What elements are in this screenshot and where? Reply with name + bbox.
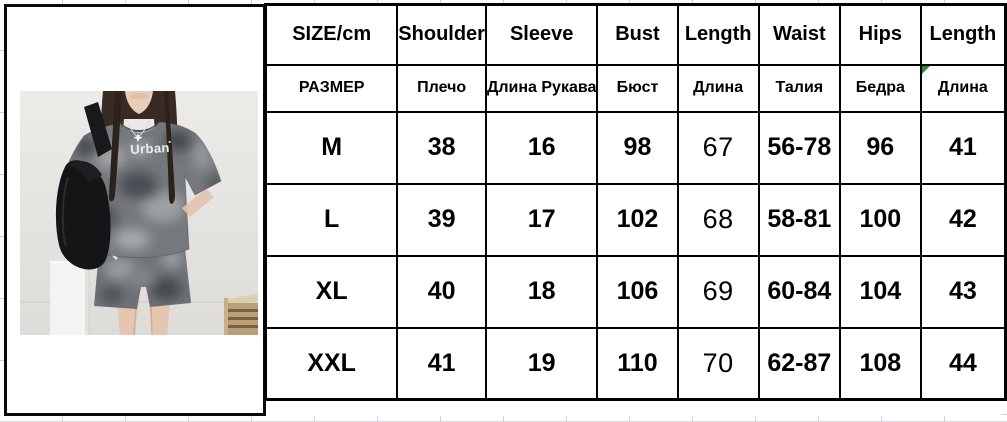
size-chart-table: SIZE/cm Shoulder Sleeve Bust Length Wais…: [264, 3, 1007, 401]
table-cell: 69: [676, 254, 760, 329]
neck: [125, 91, 153, 114]
header-sleeve: Sleeve: [484, 3, 599, 66]
table-cell: 40: [396, 254, 487, 329]
table-cell: 98: [596, 110, 679, 185]
header-ru-shoulder: Плечо: [396, 63, 487, 113]
wooden-crate: [224, 294, 258, 335]
table-cell: 100: [838, 182, 922, 257]
table-cell: 67: [676, 110, 760, 185]
header-size-cm: SIZE/cm: [264, 3, 399, 66]
size-label-cell: XL: [264, 254, 399, 329]
legs: [117, 302, 170, 335]
table-cell: 19: [484, 326, 599, 401]
table-cell: 58-81: [757, 182, 841, 257]
table-cell: 43: [919, 254, 1007, 329]
header-waist: Waist: [757, 3, 841, 66]
table-cell: 41: [919, 110, 1007, 185]
hair-front-locks: [108, 91, 175, 204]
table-cell: 70: [676, 326, 760, 401]
excel-gridlines-bottom: [0, 416, 1007, 422]
table-cell: 110: [596, 326, 679, 401]
star-pendant-icon: [133, 133, 143, 143]
header-ru-razmer: РАЗМЕР: [264, 63, 399, 113]
header-length: Length: [676, 3, 760, 66]
table-cell: 41: [396, 326, 487, 401]
table-cell: 108: [838, 326, 922, 401]
table-row-xxl: XXL 41 19 110 70 62-87 108 44: [264, 326, 1007, 401]
size-label-cell: L: [264, 182, 399, 257]
table-cell: 62-87: [757, 326, 841, 401]
table-cell: 102: [596, 182, 679, 257]
header-ru-length: Длина: [676, 63, 760, 113]
excel-gridlines-top: [0, 0, 1007, 4]
model-photo-illustration: Urban: [20, 91, 258, 335]
table-cell: 17: [484, 182, 599, 257]
header-ru-sleeve: Длина Рукава: [484, 63, 599, 113]
shirt-print-text: Urban: [130, 140, 170, 157]
table-cell: 44: [919, 326, 1007, 401]
table-cell: 96: [838, 110, 922, 185]
table-cell: 56-78: [757, 110, 841, 185]
excel-gridlines-left: [0, 0, 4, 422]
header-ru-bust: Бюст: [596, 63, 679, 113]
table-cell: 42: [919, 182, 1007, 257]
shirt-print: Urban: [130, 140, 171, 157]
collar: [120, 121, 159, 132]
header-ru-length-2: Длина: [919, 63, 1007, 113]
forearm: [182, 189, 214, 217]
table-cell: 16: [484, 110, 599, 185]
necklace: [126, 119, 151, 143]
table-row-m: M 38 16 98 67 56-78 96 41: [264, 110, 1007, 185]
table-row-l: L 39 17 102 68 58-81 100 42: [264, 182, 1007, 257]
product-photo-frame: Urban: [4, 4, 266, 416]
wall-seam: [20, 301, 258, 303]
header-length-2: Length: [919, 3, 1007, 66]
table-cell: 18: [484, 254, 599, 329]
table-cell: 60-84: [757, 254, 841, 329]
pedestal: [50, 261, 91, 335]
header-shoulder: Shoulder: [396, 3, 487, 66]
size-label-cell: M: [264, 110, 399, 185]
excel-error-indicator-icon: [922, 66, 930, 74]
table-cell: 38: [396, 110, 487, 185]
table-cell: 68: [676, 182, 760, 257]
table-cell: 106: [596, 254, 679, 329]
header-hips: Hips: [838, 3, 922, 66]
header-ru-waist: Талия: [757, 63, 841, 113]
product-photo: Urban: [20, 91, 258, 335]
header-ru-hips: Бедра: [838, 63, 922, 113]
table-row-xl: XL 40 18 106 69 60-84 104 43: [264, 254, 1007, 329]
header-row-en: SIZE/cm Shoulder Sleeve Bust Length Wais…: [264, 3, 1007, 66]
header-bust: Bust: [596, 3, 679, 66]
size-label-cell: XXL: [264, 326, 399, 401]
table-cell: 39: [396, 182, 487, 257]
shoulder-bag: [55, 102, 112, 270]
header-row-ru: РАЗМЕР Плечо Длина Рукава Бюст Длина Тал…: [264, 63, 1007, 113]
table-cell: 104: [838, 254, 922, 329]
